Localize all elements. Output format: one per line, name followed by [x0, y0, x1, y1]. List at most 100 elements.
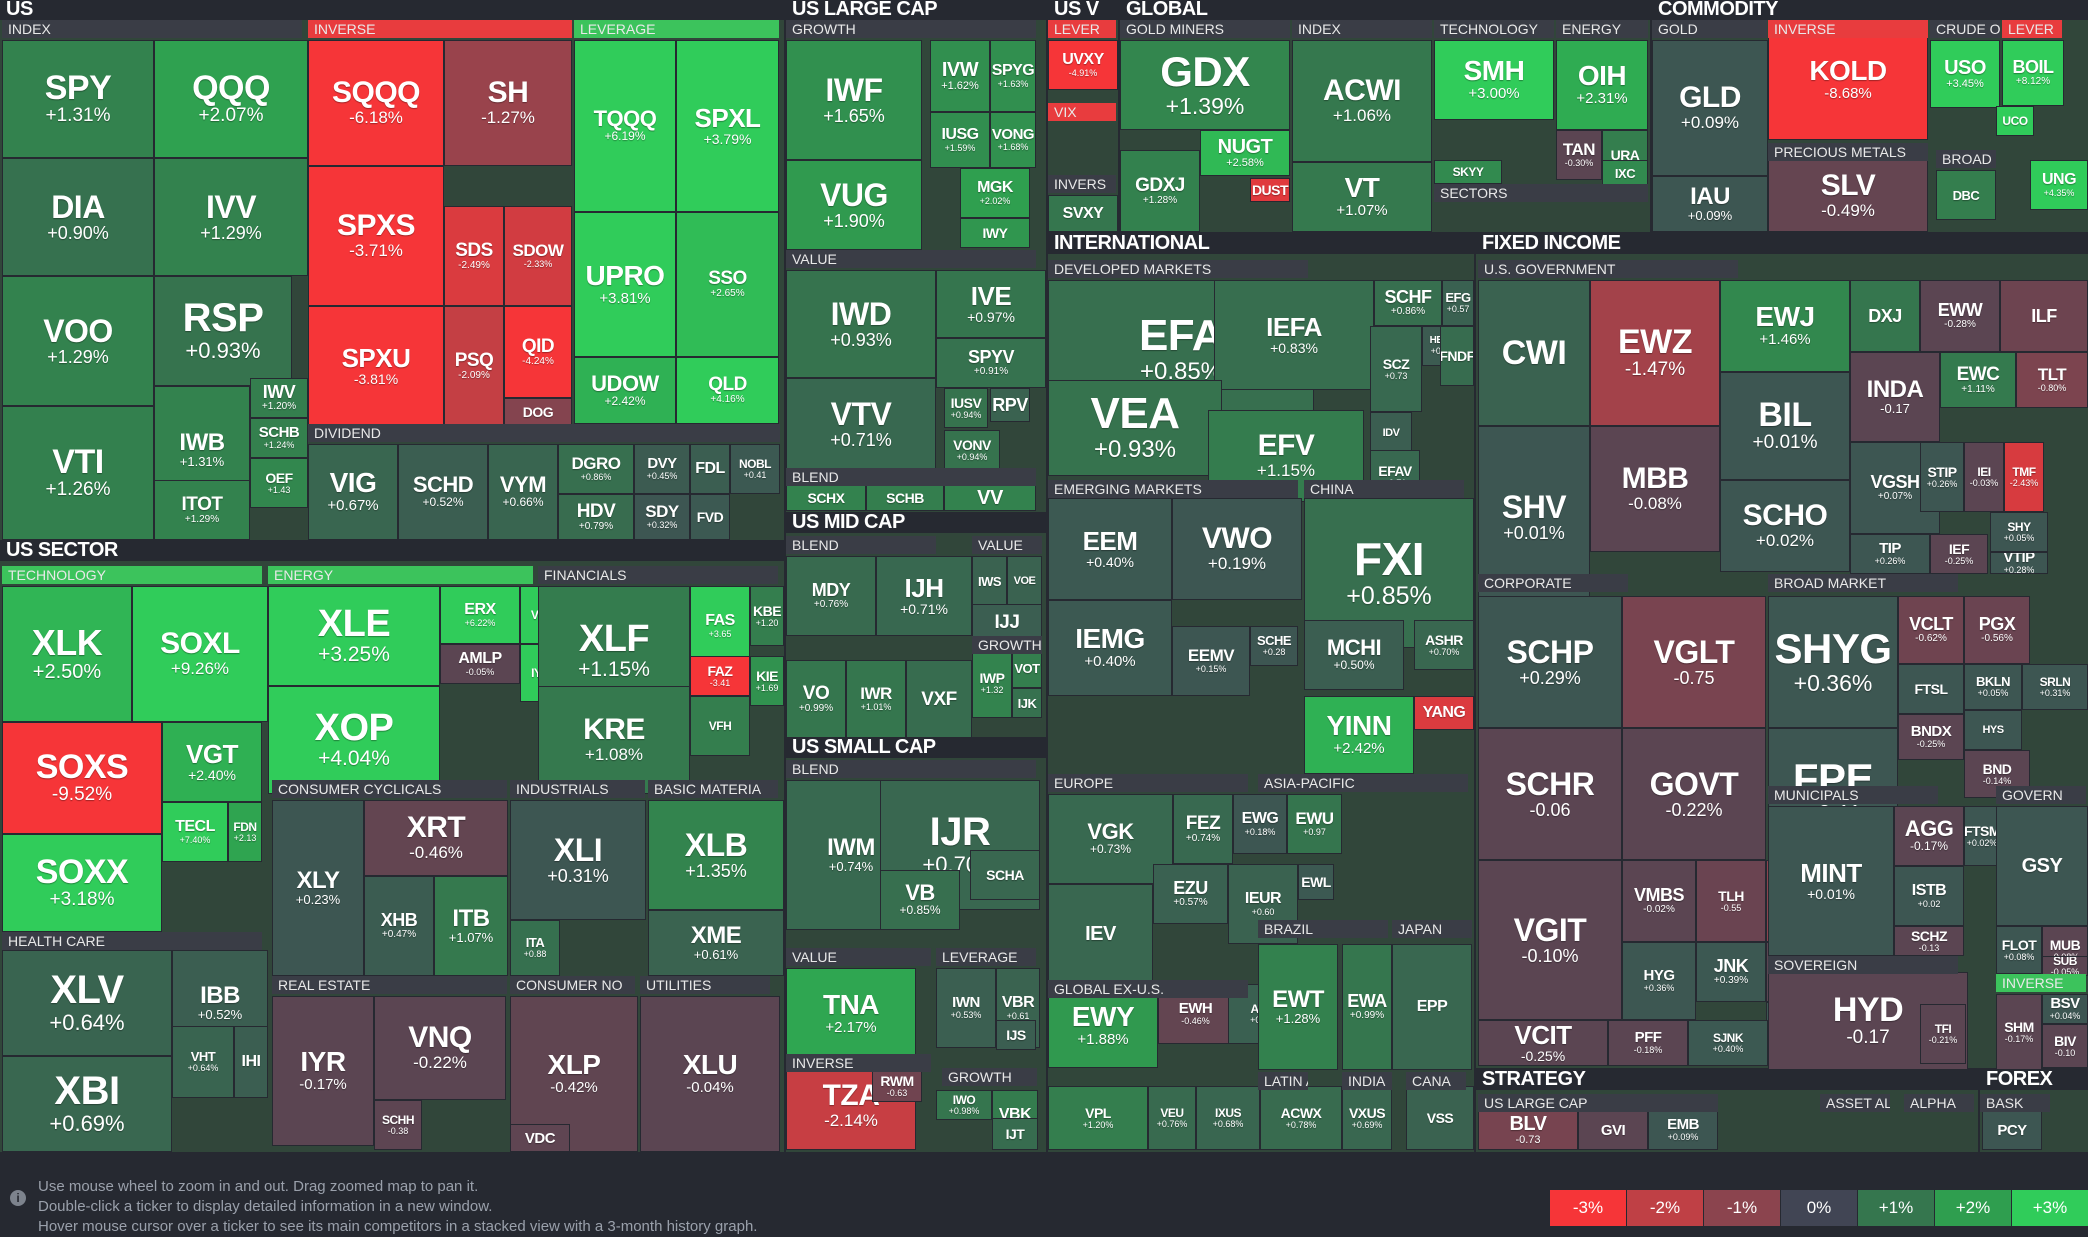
ticker-tile-schb[interactable]: SCHB — [866, 485, 944, 511]
ticker-tile-rsp[interactable]: RSP +0.93% — [154, 276, 292, 386]
ticker-tile-vti[interactable]: VTI +1.26% — [2, 406, 154, 540]
ticker-tile-vfh[interactable]: VFH — [690, 696, 750, 756]
ticker-tile-dia[interactable]: DIA +0.90% — [2, 158, 154, 276]
ticker-tile-nobl[interactable]: NOBL +0.41 — [730, 444, 780, 494]
ticker-tile-tip[interactable]: TIP +0.26% — [1850, 534, 1930, 574]
ticker-tile-fdn[interactable]: FDN +2.13 — [228, 802, 262, 862]
ticker-tile-faz[interactable]: FAZ -3.41 — [690, 656, 750, 696]
ticker-tile-vt[interactable]: VT +1.07% — [1292, 162, 1432, 232]
ticker-tile-vea[interactable]: VEA +0.93% — [1048, 380, 1222, 476]
ticker-tile-acwi[interactable]: ACWI +1.06% — [1292, 40, 1432, 162]
ticker-tile-bil[interactable]: BIL +0.01% — [1720, 372, 1850, 480]
ticker-tile-itb[interactable]: ITB +1.07% — [434, 876, 508, 976]
ticker-tile-iusv[interactable]: IUSV +0.94% — [944, 388, 988, 428]
ticker-tile-ijh[interactable]: IJH +0.71% — [876, 556, 972, 636]
ticker-tile-vwo[interactable]: VWO +0.19% — [1172, 498, 1302, 600]
ticker-tile-govt[interactable]: GOVT -0.22% — [1622, 728, 1766, 860]
ticker-tile-itot[interactable]: ITOT +1.29% — [154, 480, 250, 540]
ticker-tile-scz[interactable]: SCZ +0.73 — [1370, 326, 1422, 412]
ticker-tile-vtv[interactable]: VTV +0.71% — [786, 378, 936, 470]
ticker-tile-dxj[interactable]: DXJ — [1850, 280, 1920, 352]
ticker-tile-fndf[interactable]: FNDF — [1440, 326, 1474, 386]
ticker-tile-shyg[interactable]: SHYG +0.36% — [1768, 596, 1898, 728]
ticker-tile-gdx[interactable]: GDX +1.39% — [1120, 40, 1290, 130]
ticker-tile-sche[interactable]: SCHE +0.28 — [1250, 626, 1298, 666]
ticker-tile-spyg[interactable]: SPYG +1.63% — [990, 40, 1036, 112]
ticker-tile-agg[interactable]: AGG -0.17% — [1894, 806, 1964, 866]
ticker-tile-epp[interactable]: EPP — [1392, 944, 1472, 1070]
ticker-tile-iefa[interactable]: IEFA +0.83% — [1214, 280, 1374, 390]
ticker-tile-rwm[interactable]: RWM -0.63 — [872, 1070, 922, 1102]
ticker-tile-tlt[interactable]: TLT -0.80% — [2016, 352, 2088, 408]
ticker-tile-sub[interactable]: SUB -0.05% — [2042, 956, 2088, 976]
ticker-tile-schz[interactable]: SCHZ -0.13 — [1894, 926, 1964, 956]
ticker-tile-kre[interactable]: KRE +1.08% — [538, 686, 690, 794]
ticker-tile-gld[interactable]: GLD +0.09% — [1652, 40, 1768, 176]
ticker-tile-ewu[interactable]: EWU +0.97 — [1287, 794, 1342, 854]
ticker-tile-fez[interactable]: FEZ +0.74% — [1173, 794, 1233, 864]
ticker-tile-vig[interactable]: VIG +0.67% — [308, 444, 398, 540]
ticker-tile-inda[interactable]: INDA -0.17 — [1850, 352, 1940, 442]
ticker-tile-iwf[interactable]: IWF +1.65% — [786, 40, 922, 160]
ticker-tile-ijt[interactable]: IJT — [992, 1118, 1038, 1150]
ticker-tile-vb[interactable]: VB +0.85% — [880, 870, 960, 930]
ticker-tile-iwr[interactable]: IWR +1.01% — [846, 660, 906, 738]
ticker-tile-blv[interactable]: BLV -0.73 — [1478, 1110, 1578, 1150]
ticker-tile-tmf[interactable]: TMF -2.43% — [2004, 442, 2044, 512]
ticker-tile-iws[interactable]: IWS — [972, 556, 1007, 606]
ticker-tile-schh[interactable]: SCHH -0.38 — [374, 1100, 422, 1150]
ticker-tile-ive[interactable]: IVE +0.97% — [936, 270, 1046, 338]
ticker-tile-vot[interactable]: VOT — [1012, 648, 1042, 688]
ticker-tile-eemv[interactable]: EEMV +0.15% — [1172, 626, 1250, 696]
ticker-tile-vnq[interactable]: VNQ -0.22% — [374, 996, 506, 1100]
ticker-tile-shy[interactable]: SHY +0.05% — [1990, 512, 2048, 552]
ticker-tile-schd[interactable]: SCHD +0.52% — [398, 444, 488, 540]
ticker-tile-iemg[interactable]: IEMG +0.40% — [1048, 600, 1172, 696]
ticker-tile-mdy[interactable]: MDY +0.76% — [786, 556, 876, 636]
ticker-tile-voo[interactable]: VOO +1.29% — [2, 276, 154, 406]
ticker-tile-xrt[interactable]: XRT -0.46% — [364, 800, 508, 876]
ticker-tile-iwo[interactable]: IWO +0.98% — [936, 1090, 992, 1120]
ticker-tile-fdl[interactable]: FDL — [690, 444, 730, 494]
ticker-tile-iei[interactable]: IEI -0.03% — [1964, 442, 2004, 512]
ticker-tile-ewc[interactable]: EWC +1.11% — [1940, 352, 2016, 408]
ticker-tile-emb[interactable]: EMB +0.09% — [1648, 1110, 1718, 1150]
ticker-tile-eem[interactable]: EEM +0.40% — [1048, 498, 1172, 600]
ticker-tile-soxx[interactable]: SOXX +3.18% — [2, 834, 162, 932]
ticker-tile-voe[interactable]: VOE — [1007, 556, 1042, 606]
ticker-tile-xme[interactable]: XME +0.61% — [648, 910, 784, 976]
ticker-tile-oef[interactable]: OEF +1.43 — [250, 458, 308, 508]
ticker-tile-soxl[interactable]: SOXL +9.26% — [132, 586, 268, 722]
ticker-tile-xli[interactable]: XLI +0.31% — [510, 800, 646, 920]
ticker-tile-mint[interactable]: MINT +0.01% — [1768, 806, 1894, 956]
ticker-tile-dog[interactable]: DOG — [504, 398, 572, 426]
ticker-tile-svxy[interactable]: SVXY — [1048, 195, 1118, 232]
ticker-tile-vong[interactable]: VONG +1.68% — [990, 112, 1036, 168]
ticker-tile-sds[interactable]: SDS -2.49% — [444, 206, 504, 306]
ticker-tile-psq[interactable]: PSQ -2.09% — [444, 306, 504, 426]
ticker-tile-fas[interactable]: FAS +3.65 — [690, 586, 750, 666]
ticker-tile-vgt[interactable]: VGT +2.40% — [162, 722, 262, 802]
ticker-tile-sso[interactable]: SSO +2.65% — [676, 212, 779, 357]
ticker-tile-kold[interactable]: KOLD -8.68% — [1768, 20, 1928, 140]
ticker-tile-iwy[interactable]: IWY — [960, 218, 1030, 248]
ticker-tile-flot[interactable]: FLOT +0.08% — [1996, 926, 2042, 974]
ticker-tile-xlv[interactable]: XLV +0.64% — [2, 950, 172, 1056]
ticker-tile-vclt[interactable]: VCLT -0.62% — [1898, 596, 1964, 664]
ticker-tile-hdv[interactable]: HDV +0.79% — [558, 494, 634, 540]
ticker-tile-vmbs[interactable]: VMBS -0.02% — [1622, 860, 1696, 942]
ticker-tile-bkln[interactable]: BKLN +0.05% — [1964, 664, 2022, 710]
ticker-tile-oih[interactable]: OIH +2.31% — [1556, 40, 1648, 130]
ticker-tile-vxf[interactable]: VXF — [906, 660, 972, 738]
ticker-tile-vym[interactable]: VYM +0.66% — [488, 444, 558, 540]
ticker-tile-vgk[interactable]: VGK +0.73% — [1048, 794, 1173, 884]
ticker-tile-vglt[interactable]: VGLT -0.75 — [1622, 596, 1766, 728]
ticker-tile-gvi[interactable]: GVI — [1578, 1110, 1648, 1150]
ticker-tile-slv[interactable]: SLV -0.49% — [1768, 160, 1928, 232]
ticker-tile-pff[interactable]: PFF -0.18% — [1608, 1020, 1688, 1066]
ticker-tile-schf[interactable]: SCHF +0.86% — [1374, 280, 1442, 326]
ticker-tile-fvd[interactable]: FVD — [690, 494, 730, 540]
ticker-tile-ewl[interactable]: EWL — [1298, 864, 1334, 900]
ticker-tile-vht[interactable]: VHT +0.64% — [172, 1026, 234, 1098]
ticker-tile-ewg[interactable]: EWG +0.18% — [1233, 794, 1287, 854]
